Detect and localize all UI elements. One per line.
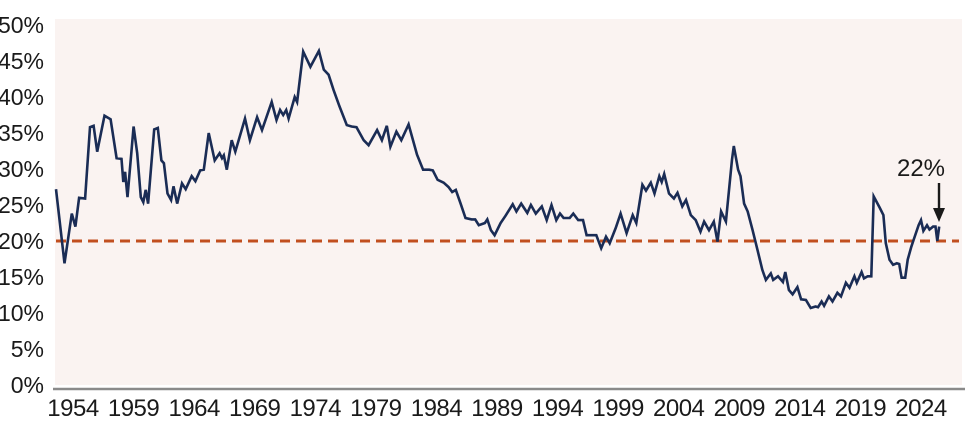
y-axis-tick-labels: 0% 5% 10% 15% 20% 25% 30% 35% 40% 45% 50% bbox=[0, 12, 44, 398]
y-tick-label-40: 40% bbox=[0, 84, 44, 110]
y-tick-label-10: 10% bbox=[0, 300, 44, 326]
x-tick-label-1959: 1959 bbox=[108, 395, 160, 422]
x-tick-label-1979: 1979 bbox=[350, 395, 402, 422]
x-tick-label-1989: 1989 bbox=[471, 395, 523, 422]
plot-area-background bbox=[55, 19, 962, 385]
x-tick-label-1954: 1954 bbox=[47, 395, 99, 422]
x-tick-label-2024: 2024 bbox=[895, 395, 947, 422]
x-tick-label-2009: 2009 bbox=[714, 395, 766, 422]
x-tick-label-1984: 1984 bbox=[411, 395, 463, 422]
y-tick-label-25: 25% bbox=[0, 192, 44, 218]
y-tick-label-30: 30% bbox=[0, 156, 44, 182]
y-tick-label-5: 5% bbox=[11, 336, 44, 362]
x-tick-label-1999: 1999 bbox=[592, 395, 644, 422]
x-tick-label-2004: 2004 bbox=[653, 395, 705, 422]
x-tick-label-1994: 1994 bbox=[532, 395, 584, 422]
y-tick-label-45: 45% bbox=[0, 48, 44, 74]
annotation-down-arrow-head-icon bbox=[933, 208, 945, 222]
x-tick-label-2014: 2014 bbox=[774, 395, 826, 422]
y-tick-label-20: 20% bbox=[0, 228, 44, 254]
x-tick-label-2019: 2019 bbox=[835, 395, 887, 422]
y-tick-label-0: 0% bbox=[11, 372, 44, 398]
x-tick-label-1969: 1969 bbox=[229, 395, 281, 422]
y-tick-label-50: 50% bbox=[0, 12, 44, 38]
y-tick-label-35: 35% bbox=[0, 120, 44, 146]
y-tick-label-15: 15% bbox=[0, 264, 44, 290]
data-series-line bbox=[54, 46, 941, 310]
x-tick-label-1964: 1964 bbox=[168, 395, 220, 422]
x-axis-tick-labels: 1954 1959 1964 1969 1974 1979 1984 1989 1994 1999… bbox=[47, 395, 947, 422]
x-tick-label-1974: 1974 bbox=[290, 395, 342, 422]
annotation-group: 22% bbox=[897, 155, 945, 222]
annotation-22pct-label: 22% bbox=[897, 155, 945, 182]
